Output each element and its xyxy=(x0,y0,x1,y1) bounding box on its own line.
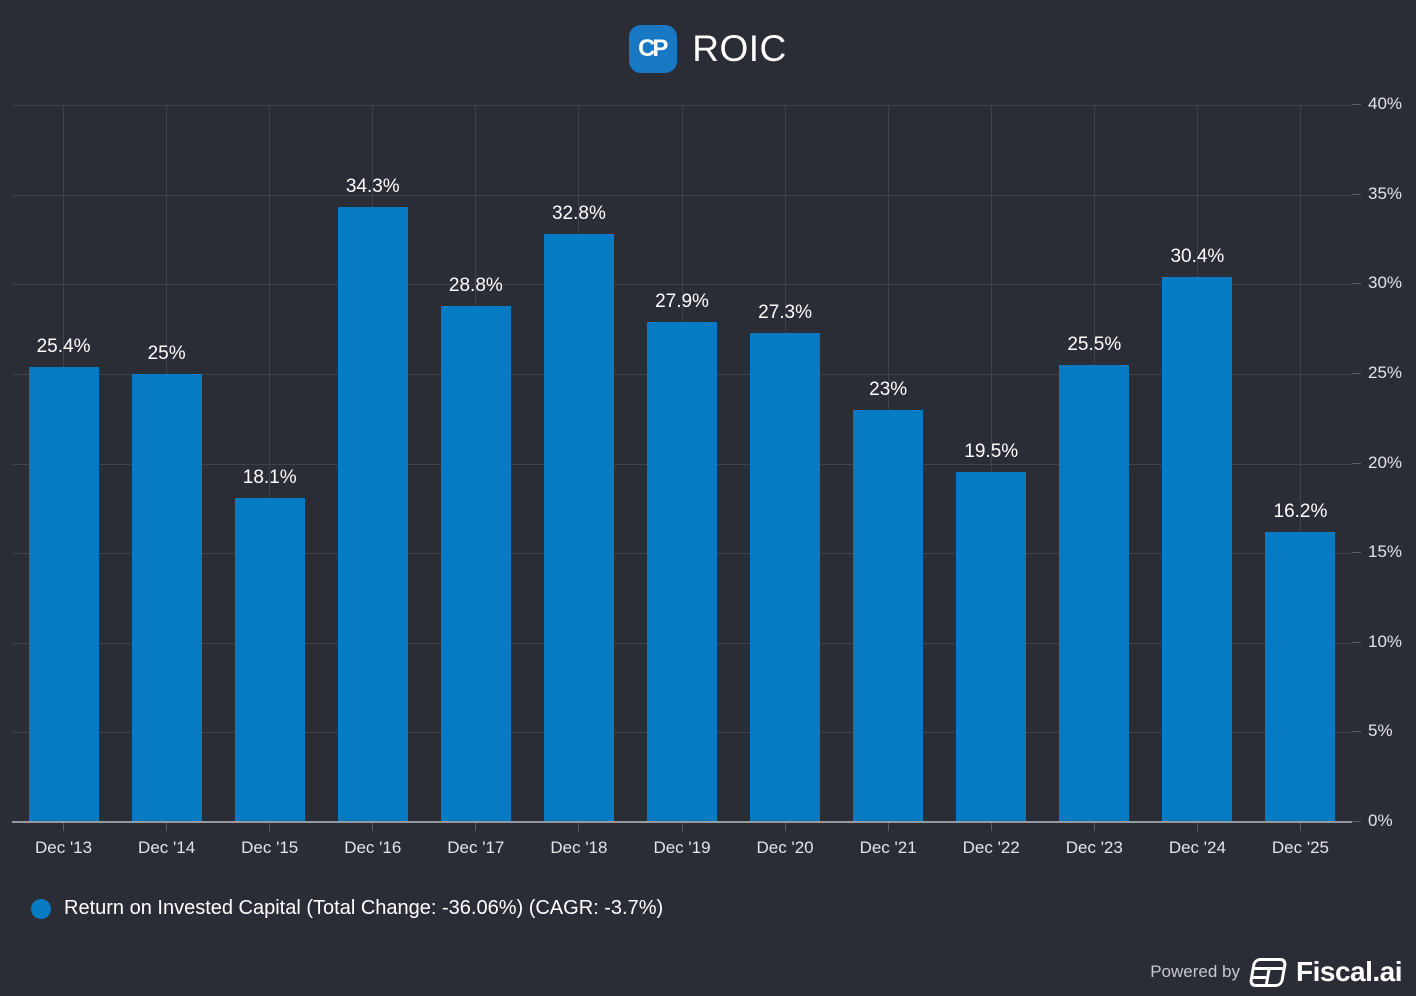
x-axis-label: Dec '25 xyxy=(1271,838,1329,857)
y-axis-tick xyxy=(1352,462,1361,464)
bar-value-label: 34.3% xyxy=(345,176,400,198)
x-axis-tick xyxy=(63,823,65,831)
x-axis-label: Dec '15 xyxy=(241,838,299,857)
x-axis-label: Dec '20 xyxy=(756,838,814,857)
bar-value-label: 19.5% xyxy=(964,441,1019,463)
bar-value-label: 30.4% xyxy=(1170,246,1225,268)
y-axis-label: 5% xyxy=(1368,721,1393,741)
y-axis-tick xyxy=(1352,731,1361,733)
x-axis-tick xyxy=(1299,823,1301,831)
x-axis-tick xyxy=(990,823,992,831)
fiscal-logo-icon xyxy=(1248,957,1288,987)
vertical-gridline xyxy=(990,105,992,822)
x-axis-tick xyxy=(475,823,477,831)
y-axis-tick xyxy=(1352,104,1361,105)
y-axis: 0% 5% 10% 15% 20% 25% 30% 35% 40% xyxy=(1352,94,1416,830)
bar-14[interactable] xyxy=(131,373,202,822)
y-axis-label: 25% xyxy=(1368,362,1403,382)
bar-value-label: 23% xyxy=(869,378,908,400)
x-axis-tick xyxy=(269,823,271,831)
legend-item-roic[interactable]: Return on Invested Capital (Total Change… xyxy=(31,897,663,920)
y-axis-label: 20% xyxy=(1368,452,1403,472)
x-axis-label: Dec '19 xyxy=(653,838,711,857)
bar-value-label: 32.8% xyxy=(551,203,606,225)
y-axis-label: 30% xyxy=(1368,273,1403,293)
x-axis-label: Dec '17 xyxy=(447,838,505,857)
bar-21[interactable] xyxy=(853,409,924,822)
bar-16[interactable] xyxy=(337,207,408,822)
y-axis-tick xyxy=(1352,641,1361,643)
x-axis-label: Dec '16 xyxy=(344,838,402,857)
vertical-gridline xyxy=(1299,105,1301,822)
chart-title: ROIC xyxy=(692,28,787,69)
x-axis-tick xyxy=(372,823,374,831)
y-axis-label: 40% xyxy=(1368,94,1403,113)
y-axis-label: 15% xyxy=(1368,542,1403,562)
y-axis-label: 0% xyxy=(1368,811,1393,830)
chart-header: CP ROIC xyxy=(0,24,1416,74)
legend-label: Return on Invested Capital (Total Change… xyxy=(64,897,664,919)
x-axis-line xyxy=(12,821,1352,823)
bar-17[interactable] xyxy=(440,305,511,822)
bar-25[interactable] xyxy=(1265,531,1336,822)
fiscal-brand-name: Fiscal.ai xyxy=(1295,956,1403,987)
y-axis-tick xyxy=(1352,821,1361,822)
vertical-gridline xyxy=(269,105,271,822)
legend-marker-icon xyxy=(31,898,51,919)
y-axis-tick xyxy=(1352,372,1361,374)
bar-23[interactable] xyxy=(1059,364,1130,822)
x-axis-label: Dec '24 xyxy=(1168,838,1226,857)
bar-15[interactable] xyxy=(234,497,305,822)
x-axis-tick xyxy=(1196,823,1198,831)
bar-24[interactable] xyxy=(1162,277,1233,822)
bar-value-label: 16.2% xyxy=(1273,500,1328,522)
bar-value-label: 27.3% xyxy=(758,301,812,323)
bar-22[interactable] xyxy=(956,472,1027,822)
x-axis-tick xyxy=(681,823,683,831)
x-axis-label: Dec '23 xyxy=(1065,838,1123,857)
powered-by-label: Powered by xyxy=(1150,962,1240,981)
y-axis-tick xyxy=(1352,193,1361,195)
x-axis-tick xyxy=(578,823,580,831)
x-axis-tick xyxy=(1093,823,1095,831)
x-axis-tick xyxy=(166,823,168,831)
x-axis-label: Dec '14 xyxy=(138,838,196,857)
x-axis-label: Dec '21 xyxy=(859,838,917,857)
bar-value-label: 25.5% xyxy=(1067,333,1122,355)
y-axis-label: 35% xyxy=(1368,183,1403,203)
x-axis-tick xyxy=(887,823,889,831)
x-axis-label: Dec '18 xyxy=(550,838,608,857)
powered-by-fiscal-link[interactable]: Powered by Fiscal.ai xyxy=(1150,956,1402,988)
x-axis: Dec '13 Dec '14 Dec '15 Dec '16 Dec '17 Dec '… xyxy=(12,823,1352,863)
bar-20[interactable] xyxy=(750,332,821,822)
bar-value-label: 25.4% xyxy=(36,335,91,357)
company-logo-icon: CP xyxy=(629,25,678,73)
bar-18[interactable] xyxy=(543,234,614,822)
bar-13[interactable] xyxy=(28,366,99,822)
bar-value-label: 28.8% xyxy=(448,274,503,296)
y-axis-tick xyxy=(1352,283,1361,285)
bar-value-label: 25% xyxy=(147,342,186,364)
plot-area: 25.4% 25% 18.1% 34.3% 28.8% 32.8% 27.9% 27.3% 23… xyxy=(12,105,1352,823)
bar-19[interactable] xyxy=(647,321,717,822)
x-axis-label: Dec '22 xyxy=(962,838,1020,857)
bar-value-label: 27.9% xyxy=(655,290,709,312)
x-axis-label: Dec '13 xyxy=(34,838,93,857)
bar-value-label: 18.1% xyxy=(242,466,297,488)
y-axis-tick xyxy=(1352,552,1361,554)
x-axis-tick xyxy=(784,823,786,831)
y-axis-label: 10% xyxy=(1368,631,1403,651)
